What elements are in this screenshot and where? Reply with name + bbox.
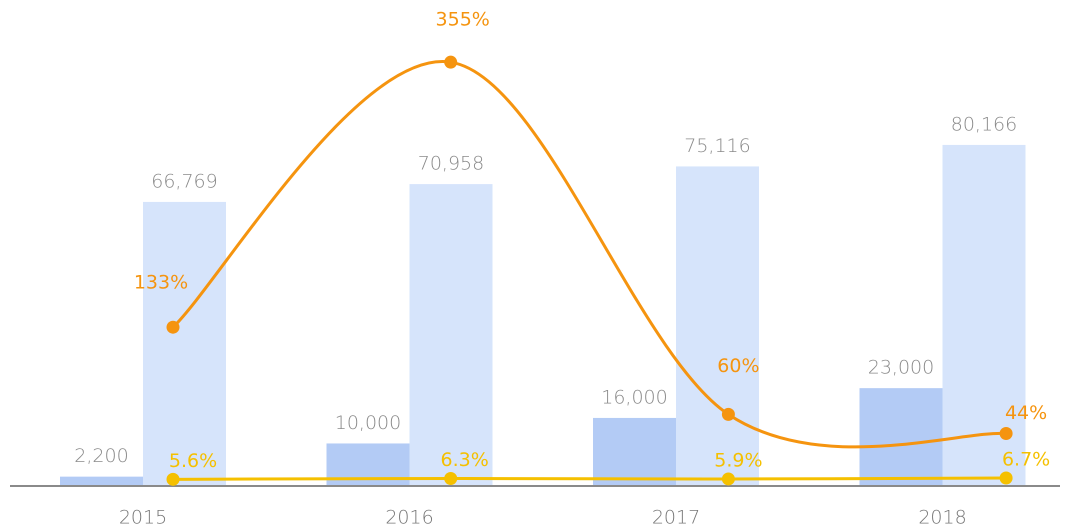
x-tick-label: 2015 [119, 507, 167, 529]
line-label: 355% [436, 9, 490, 31]
line-point [444, 471, 458, 485]
bar-label: 23,000 [868, 357, 934, 379]
line-label: 60% [717, 355, 759, 377]
bar [676, 166, 759, 486]
bar-label: 75,116 [684, 135, 750, 157]
line-label: 5.9% [714, 449, 762, 471]
bar [859, 388, 943, 486]
line-label: 6.7% [1002, 449, 1050, 471]
bar [942, 144, 1026, 486]
bar-label: 70,958 [418, 153, 484, 175]
line-point [999, 426, 1013, 440]
line-label: 133% [134, 272, 188, 294]
bar [143, 201, 226, 486]
line-point [166, 472, 180, 486]
bar-label: 66,769 [151, 170, 217, 192]
line-point [444, 55, 458, 69]
bar-label: 2,200 [74, 445, 128, 467]
line-label: 44% [1005, 402, 1047, 424]
line-point [721, 472, 735, 486]
x-tick-label: 2017 [652, 507, 700, 529]
x-tick-label: 2016 [385, 507, 433, 529]
line [172, 476, 1007, 481]
line-point [721, 407, 735, 421]
bar [593, 417, 676, 486]
line [171, 60, 1007, 449]
line-point [166, 320, 180, 334]
line-label: 5.6% [169, 450, 217, 472]
line-label: 6.3% [441, 449, 489, 471]
x-tick-label: 2018 [918, 507, 966, 529]
bar-label: 10,000 [335, 412, 401, 434]
bar [409, 184, 493, 486]
bar-label: 16,000 [601, 386, 667, 408]
bar [60, 476, 143, 486]
bar-label: 80,166 [951, 113, 1017, 135]
line-point [999, 471, 1013, 485]
